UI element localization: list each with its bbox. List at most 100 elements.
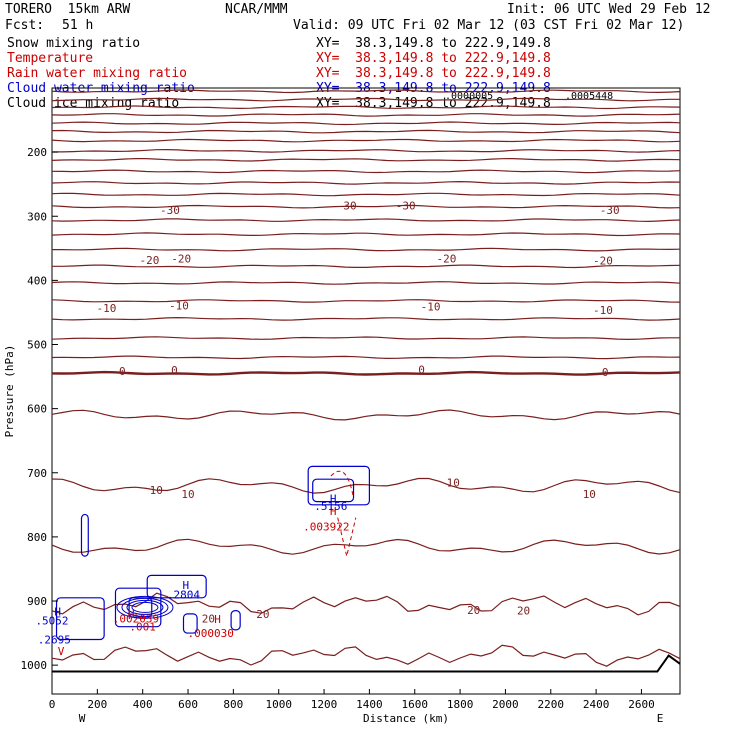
field-xy: XY= 38.3,149.8 to 222.9,149.8 xyxy=(316,51,551,66)
cloud-water-contour xyxy=(114,587,162,628)
isotherm-line xyxy=(51,121,681,126)
isotherm-label: -20 xyxy=(171,253,191,266)
isotherm-label: 10 xyxy=(150,484,163,497)
isotherm-line xyxy=(52,148,681,153)
overlap-label: .0005448 xyxy=(565,91,614,102)
rain-label: .002039 xyxy=(113,612,159,625)
isotherm-label: -20 xyxy=(593,255,613,268)
east-label: E xyxy=(657,712,664,725)
isotherm-line xyxy=(51,409,681,421)
cloud-label: .2804 xyxy=(167,589,200,602)
field-xy: XY= 38.3,149.8 to 222.9,149.8 xyxy=(316,66,551,81)
isotherm-line xyxy=(51,192,681,197)
cloud-water-contour xyxy=(55,597,105,641)
y-tick-label: 1000 xyxy=(21,659,48,672)
rain-label: H xyxy=(330,505,337,518)
isotherm-line xyxy=(51,281,681,285)
isotherm-line xyxy=(52,247,681,252)
x-tick-label: 400 xyxy=(133,698,153,711)
x-tick-label: 0 xyxy=(49,698,56,711)
rain-label: .003922 xyxy=(303,521,349,534)
x-tick-label: 1400 xyxy=(356,698,383,711)
cloud-water-contour xyxy=(128,597,153,618)
isotherm-label: 0 xyxy=(418,364,425,377)
x-tick-label: 2200 xyxy=(538,698,565,711)
isotherm-label: -10 xyxy=(421,301,441,314)
y-tick-label: 500 xyxy=(27,339,47,352)
isotherm-line xyxy=(51,644,681,667)
rain-label: .001 xyxy=(129,621,156,634)
cloud-water-contour xyxy=(182,613,198,634)
cloud-label: H xyxy=(54,605,61,618)
isotherm-line xyxy=(51,218,681,223)
isotherm-label: 0 xyxy=(171,364,178,377)
y-tick-label: 400 xyxy=(27,274,47,287)
overlap-label: .0000005 xyxy=(445,91,494,102)
isotherm-label: 20 xyxy=(202,612,215,625)
isotherm-line xyxy=(51,538,681,555)
isotherm-label: -20 xyxy=(140,254,160,267)
x-tick-label: 2600 xyxy=(628,698,655,711)
isotherm-label: 0 xyxy=(602,366,609,379)
init-time: Init: 06 UTC Wed 29 Feb 12 xyxy=(507,2,711,17)
cloud-water-contour xyxy=(312,478,355,503)
x-tick-label: 2400 xyxy=(583,698,610,711)
isotherm-label: 0 xyxy=(119,365,126,378)
cloud-water-contour xyxy=(146,574,207,599)
isotherm-label: -10 xyxy=(169,299,189,312)
field-xy: XY= 38.3,149.8 to 222.9,149.8 xyxy=(316,36,551,51)
isotherm-line xyxy=(51,204,681,209)
isotherm-line xyxy=(51,336,680,341)
isotherm-line xyxy=(51,477,681,494)
isotherm-label: 20 xyxy=(256,608,269,621)
field-name: Rain water mixing ratio xyxy=(7,66,188,81)
isotherm-line xyxy=(51,105,681,110)
cloud-label: .5052 xyxy=(35,614,68,627)
x-tick-label: 200 xyxy=(87,698,107,711)
cloud-label: .2695 xyxy=(38,633,71,646)
center-name: NCAR/MMM xyxy=(225,2,288,17)
x-tick-label: 2000 xyxy=(492,698,519,711)
isotherm-label: -10 xyxy=(96,302,116,315)
cloud-label: H xyxy=(182,579,189,592)
isotherm-label: 20 xyxy=(517,605,530,618)
y-tick-label: 700 xyxy=(27,467,47,480)
cloud-water-contour xyxy=(131,601,159,613)
field-name: Temperature xyxy=(7,51,94,66)
isotherm-line xyxy=(51,370,681,376)
isotherm-line xyxy=(52,264,681,269)
isotherm-line xyxy=(51,113,681,117)
plot-frame xyxy=(51,87,681,695)
isotherm-line xyxy=(51,169,681,174)
isotherm-line xyxy=(51,138,681,143)
cloud-water-contour xyxy=(80,513,89,557)
isotherm-label: -30 xyxy=(600,204,620,217)
cloud-label: H xyxy=(330,492,337,505)
isotherm-line xyxy=(51,89,681,94)
isotherm-line xyxy=(51,592,681,616)
model-name: TORERO 15km ARW xyxy=(5,2,131,17)
x-axis-label: Distance (km) xyxy=(363,712,449,725)
rain-label: .000030 xyxy=(188,627,234,640)
y-tick-label: 300 xyxy=(27,210,47,223)
x-tick-label: 1600 xyxy=(401,698,428,711)
isotherm-label: -30 xyxy=(160,204,180,217)
rain-water-contour xyxy=(337,517,357,557)
x-tick-label: 800 xyxy=(223,698,243,711)
cloud-water-contour xyxy=(307,465,371,506)
isotherm-line xyxy=(51,355,681,360)
isotherm-label: 20 xyxy=(467,604,480,617)
isotherm-label: -20 xyxy=(437,253,457,266)
isotherm-line xyxy=(51,232,681,237)
isotherm-line xyxy=(51,180,681,185)
isotherm-line xyxy=(51,299,681,303)
rain-water-contour xyxy=(330,470,355,499)
cloud-water-contour xyxy=(126,599,164,615)
y-tick-label: 200 xyxy=(27,146,47,159)
x-tick-label: 1000 xyxy=(265,698,292,711)
isotherm-label: -10 xyxy=(593,304,613,317)
west-label: W xyxy=(79,712,86,725)
y-tick-label: 800 xyxy=(27,531,47,544)
rain-label: H xyxy=(214,613,221,626)
